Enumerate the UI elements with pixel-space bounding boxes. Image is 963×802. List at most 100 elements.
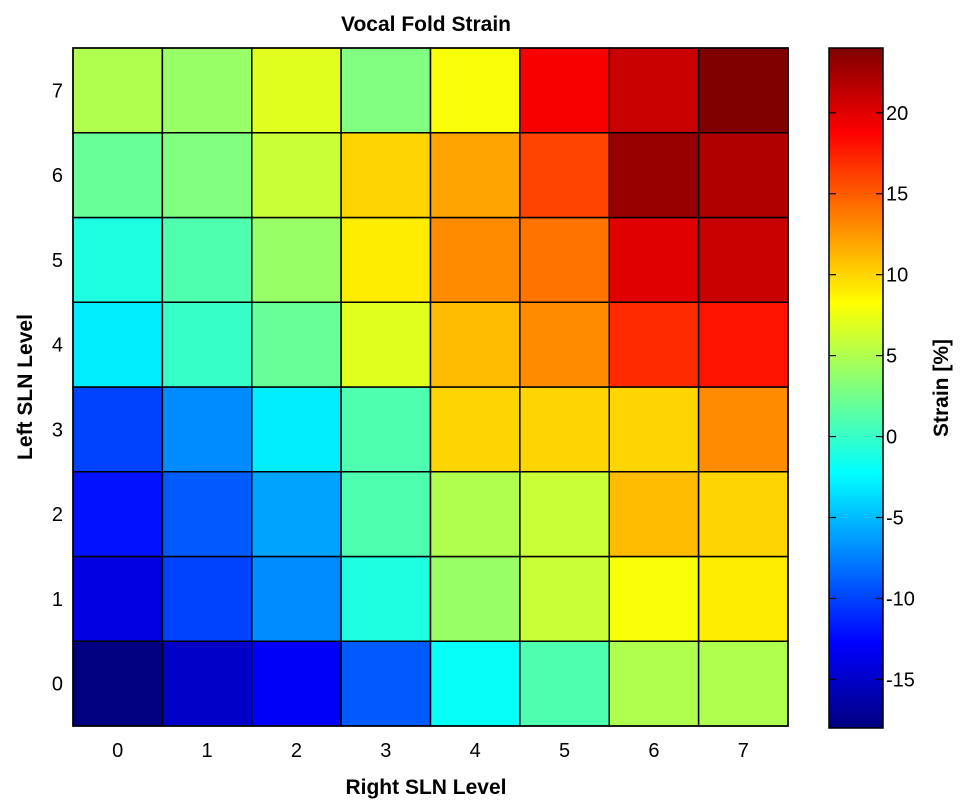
heatmap-cell: [519, 471, 610, 558]
heatmap-cell: [429, 640, 521, 727]
x-tick-label: 5: [559, 740, 570, 762]
heatmap-cell: [429, 386, 521, 473]
heatmap-cell: [251, 640, 342, 727]
colorbar-tick-label: -5: [886, 508, 904, 530]
heatmap-cell: [608, 216, 700, 303]
heatmap-cell: [519, 216, 610, 303]
colorbar-tick-label: 5: [886, 346, 897, 368]
heatmap-cell: [340, 47, 432, 134]
colorbar-tick-label: 10: [886, 265, 908, 287]
heatmap-cell: [72, 216, 164, 303]
heatmap-cell: [429, 132, 521, 219]
heatmap-cell: [608, 386, 700, 473]
colorbar-tick-label: -10: [886, 588, 915, 610]
heatmap-cell: [72, 555, 164, 642]
heatmap-cell: [251, 47, 342, 134]
colorbar-tick-label: 15: [886, 184, 908, 206]
colorbar-tick-label: 0: [886, 427, 897, 449]
heatmap-cell: [429, 301, 521, 388]
heatmap-cell: [519, 386, 610, 473]
heatmap-cell: [608, 471, 700, 558]
colorbar: -15 -10 -5 0 5 10 15 20 Strain [%]: [828, 47, 953, 729]
heatmap-cell: [608, 640, 700, 727]
heatmap-cell: [251, 555, 342, 642]
heatmap-cell: [519, 555, 610, 642]
y-tick-label: 0: [52, 674, 63, 696]
heatmap-cell: [697, 555, 789, 642]
y-axis-ticks: 0 1 2 3 4 5 6 7: [52, 80, 63, 695]
heatmap-cell: [161, 640, 253, 727]
heatmap-cell: [161, 132, 253, 219]
heatmap-cell: [697, 132, 789, 219]
heatmap-cell: [72, 386, 164, 473]
heatmap-cell: [429, 216, 521, 303]
heatmap-cell: [340, 216, 432, 303]
heatmap-cell: [161, 471, 253, 558]
heatmap-cell: [608, 301, 700, 388]
heatmap-cells: [72, 47, 789, 727]
heatmap-cell: [72, 301, 164, 388]
heatmap-cell: [340, 640, 432, 727]
x-tick-label: 0: [112, 740, 123, 762]
colorbar-tick-label: 20: [886, 103, 908, 125]
heatmap-cell: [72, 471, 164, 558]
heatmap-cell: [429, 47, 521, 134]
plot-frame: [72, 47, 789, 727]
heatmap-cell: [697, 471, 789, 558]
heatmap-cell: [340, 386, 432, 473]
y-tick-label: 3: [52, 419, 63, 441]
y-tick-label: 1: [52, 589, 63, 611]
heatmap-cell: [519, 640, 610, 727]
heatmap-cell: [340, 132, 432, 219]
heatmap-cell: [251, 132, 342, 219]
x-axis-label: Right SLN Level: [345, 776, 506, 799]
heatmap-cell: [161, 216, 253, 303]
heatmap-cell: [340, 555, 432, 642]
x-tick-label: 7: [738, 740, 749, 762]
y-tick-label: 5: [52, 250, 63, 272]
heatmap-cell: [161, 386, 253, 473]
y-axis-label: Left SLN Level: [14, 314, 37, 460]
y-tick-label: 2: [52, 504, 63, 526]
x-tick-label: 2: [291, 740, 302, 762]
heatmap-cell: [72, 132, 164, 219]
y-tick-label: 7: [52, 80, 63, 102]
colorbar-ticks: -15 -10 -5 0 5 10 15 20: [829, 103, 915, 691]
colorbar-tick-label: -15: [886, 669, 915, 691]
heatmap-cell: [161, 301, 253, 388]
heatmap-cell: [340, 471, 432, 558]
x-tick-label: 6: [648, 740, 659, 762]
heatmap-cell: [519, 47, 610, 134]
x-tick-label: 1: [202, 740, 213, 762]
heatmap-cell: [608, 132, 700, 219]
y-tick-label: 4: [52, 335, 63, 357]
heatmap-cell: [697, 47, 789, 134]
heatmap-cell: [251, 471, 342, 558]
heatmap-cell: [251, 301, 342, 388]
heatmap-cell: [697, 216, 789, 303]
heatmap-cell: [608, 555, 700, 642]
heatmap-cell: [340, 301, 432, 388]
chart-title: Vocal Fold Strain: [341, 13, 511, 36]
heatmap-cell: [429, 555, 521, 642]
y-tick-label: 6: [52, 165, 63, 187]
heatmap-cell: [429, 471, 521, 558]
heatmap-cell: [697, 301, 789, 388]
colorbar-gradient: [828, 47, 884, 729]
heatmap-cell: [72, 47, 164, 134]
heatmap-cell: [251, 386, 342, 473]
heatmap-cell: [251, 216, 342, 303]
colorbar-label: Strain [%]: [930, 339, 953, 437]
heatmap-cell: [161, 555, 253, 642]
heatmap-cell: [161, 47, 253, 134]
heatmap-cell: [519, 132, 610, 219]
heatmap-cell: [608, 47, 700, 134]
heatmap-cell: [697, 640, 789, 727]
x-tick-label: 3: [380, 740, 391, 762]
x-tick-label: 4: [470, 740, 481, 762]
heatmap-cell: [697, 386, 789, 473]
x-axis-ticks: 0 1 2 3 4 5 6 7: [112, 740, 749, 762]
heatmap-cell: [72, 640, 164, 727]
heatmap-cell: [519, 301, 610, 388]
